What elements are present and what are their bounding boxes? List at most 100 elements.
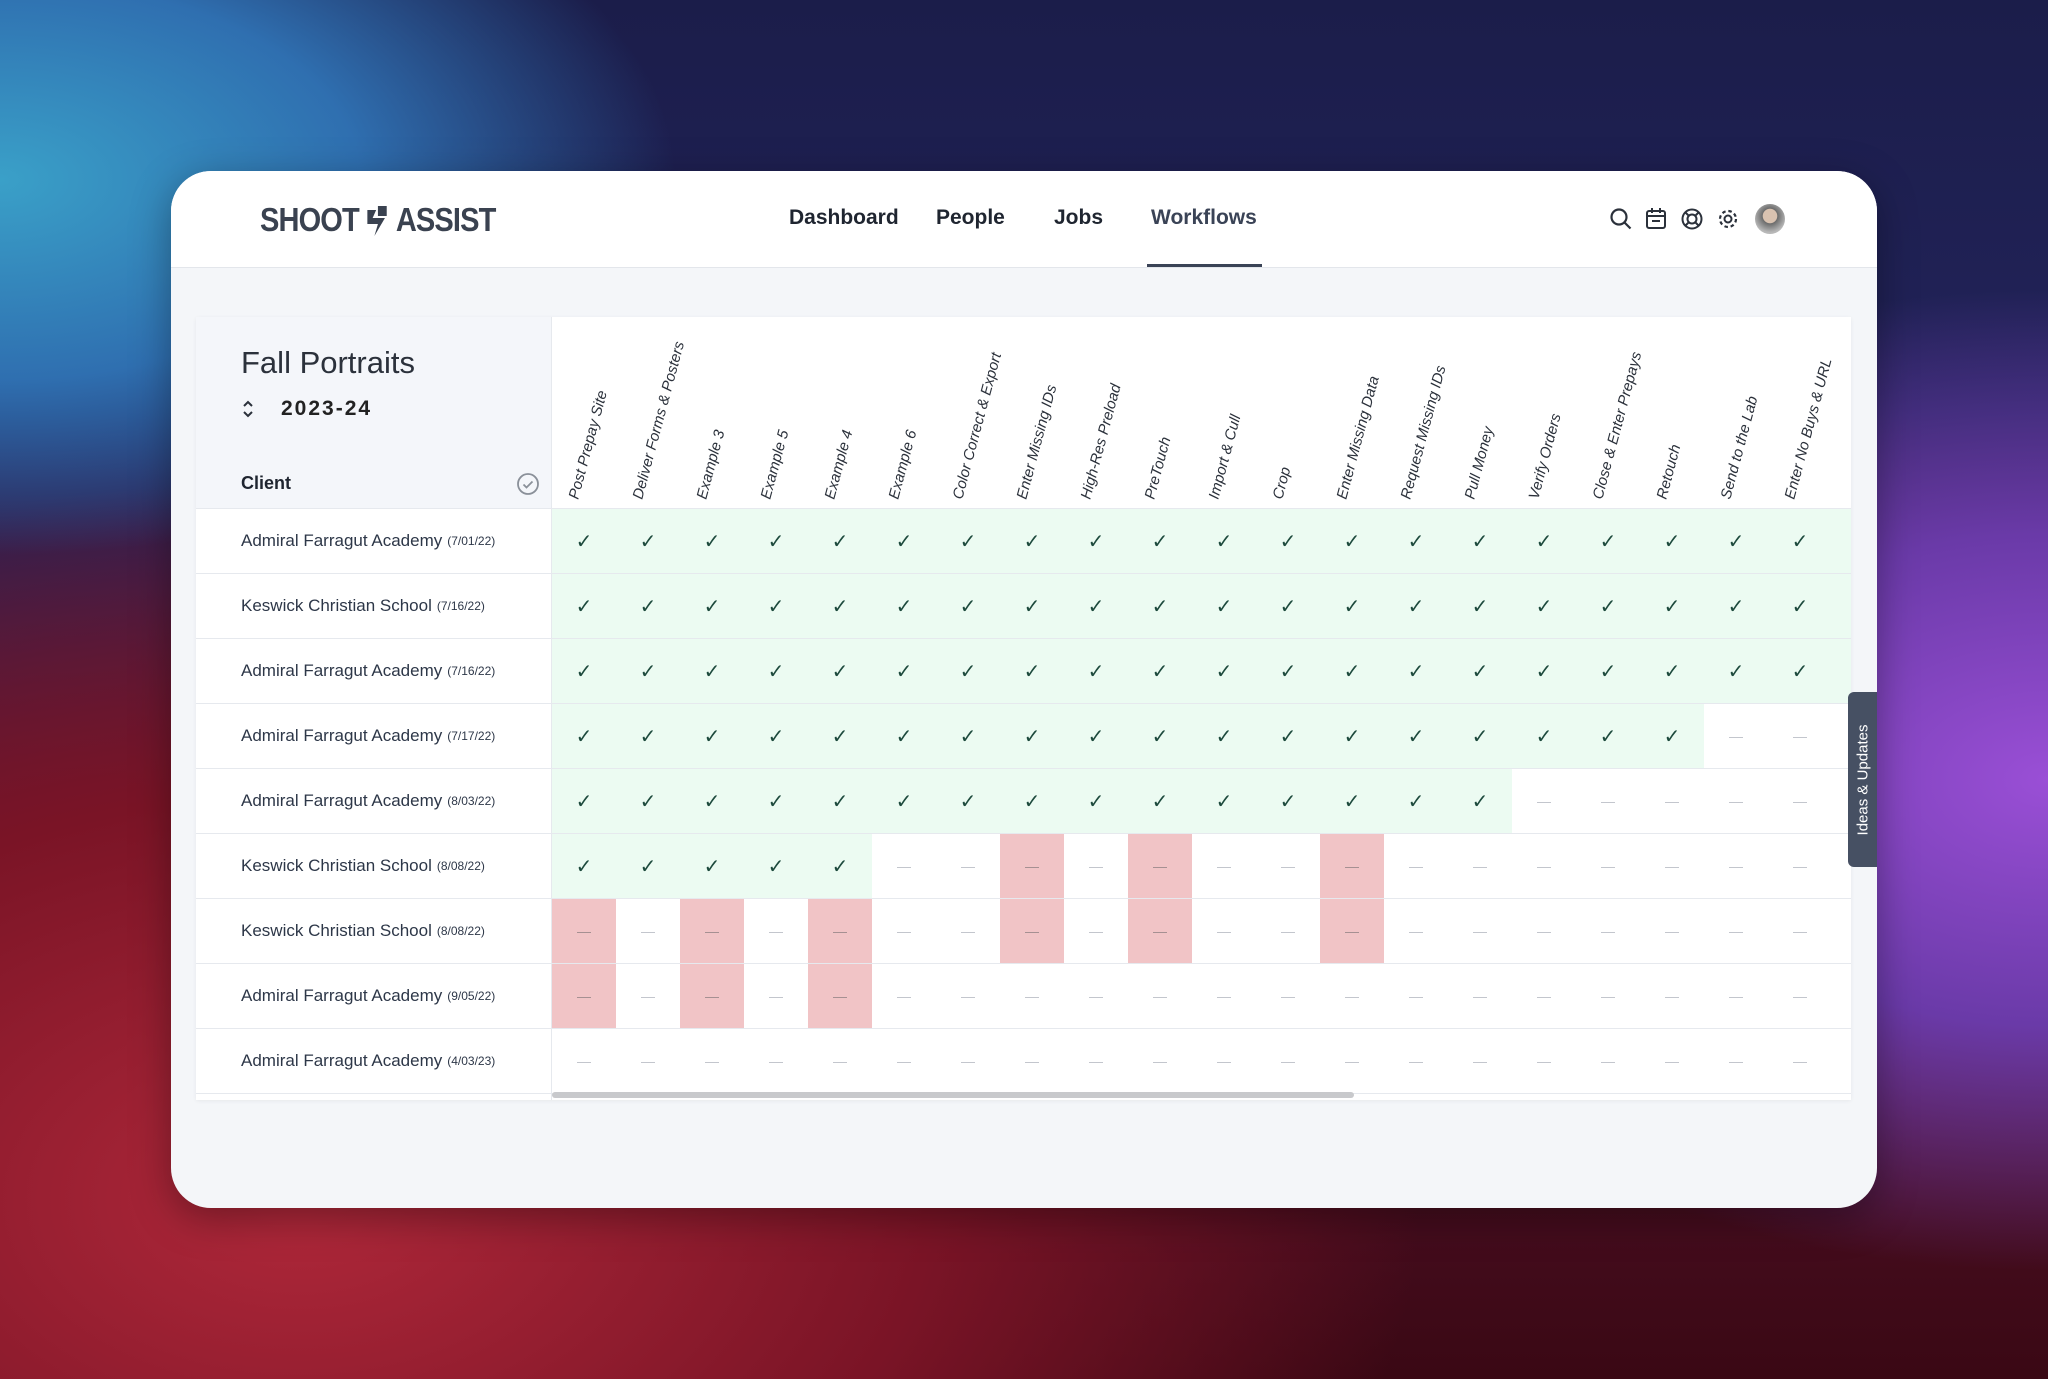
task-cell-check[interactable]: ✓ — [1320, 639, 1384, 704]
column-header[interactable]: Post Prepay Site — [552, 317, 616, 509]
task-cell-check[interactable]: ✓ — [1320, 574, 1384, 639]
table-row-client[interactable]: Admiral Farragut Academy (7/17/22) — [196, 704, 551, 769]
task-cell-none[interactable]: — — [1640, 1029, 1704, 1094]
task-cell-check[interactable]: ✓ — [1192, 704, 1256, 769]
column-header[interactable]: Send to the Lab — [1704, 317, 1768, 509]
task-cell-overdue[interactable]: — — [1320, 834, 1384, 899]
help-lifebuoy-icon[interactable] — [1679, 206, 1705, 232]
task-cell-none[interactable]: — — [1256, 834, 1320, 899]
column-header[interactable]: Example 3 — [680, 317, 744, 509]
task-cell-check[interactable]: ✓ — [1640, 639, 1704, 704]
task-cell-check[interactable]: ✓ — [1448, 769, 1512, 834]
task-cell-none[interactable]: — — [1256, 964, 1320, 1029]
task-cell-check[interactable]: ✓ — [936, 769, 1000, 834]
avatar[interactable] — [1755, 204, 1785, 234]
ideas-updates-tab[interactable]: Ideas & Updates — [1848, 692, 1877, 867]
table-row-client[interactable]: Admiral Farragut Academy (4/03/23) — [196, 1029, 551, 1094]
task-cell-check[interactable]: ✓ — [616, 834, 680, 899]
task-cell-none[interactable]: — — [936, 834, 1000, 899]
task-cell-none[interactable]: — — [1704, 899, 1768, 964]
task-cell-check[interactable]: ✓ — [1384, 704, 1448, 769]
task-cell-check[interactable]: ✓ — [1128, 574, 1192, 639]
task-cell-check[interactable]: ✓ — [1640, 574, 1704, 639]
task-cell-none[interactable]: — — [1256, 1029, 1320, 1094]
task-cell-check[interactable]: ✓ — [1448, 639, 1512, 704]
task-cell-check[interactable]: ✓ — [808, 574, 872, 639]
task-cell-overdue[interactable]: — — [1128, 834, 1192, 899]
task-cell-none[interactable]: — — [872, 899, 936, 964]
task-cell-check[interactable]: ✓ — [808, 704, 872, 769]
task-cell-check[interactable]: ✓ — [1704, 574, 1768, 639]
task-cell-check[interactable]: ✓ — [1768, 509, 1832, 574]
task-cell-none[interactable]: — — [1064, 834, 1128, 899]
task-cell-none[interactable]: — — [1448, 899, 1512, 964]
task-cell-check[interactable]: ✓ — [1704, 509, 1768, 574]
task-cell-check[interactable]: ✓ — [680, 639, 744, 704]
column-header[interactable]: Import & Cull — [1192, 317, 1256, 509]
select-all-check-icon[interactable] — [516, 472, 540, 496]
task-cell-check[interactable]: ✓ — [1000, 704, 1064, 769]
task-cell-none[interactable]: — — [1512, 1029, 1576, 1094]
task-cell-none[interactable]: — — [616, 1029, 680, 1094]
task-cell-none[interactable]: — — [1000, 964, 1064, 1029]
task-cell-none[interactable]: — — [1704, 769, 1768, 834]
task-cell-none[interactable]: — — [1640, 834, 1704, 899]
task-cell-check[interactable]: ✓ — [1576, 639, 1640, 704]
table-row-client[interactable]: Admiral Farragut Academy (7/16/22) — [196, 639, 551, 704]
task-cell-none[interactable]: — — [936, 1029, 1000, 1094]
task-cell-none[interactable]: — — [1640, 964, 1704, 1029]
task-cell-none[interactable]: — — [1192, 1029, 1256, 1094]
task-cell-check[interactable]: ✓ — [552, 574, 616, 639]
table-row-client[interactable]: Admiral Farragut Academy (7/01/22) — [196, 509, 551, 574]
task-cell-check[interactable]: ✓ — [1000, 509, 1064, 574]
task-cell-none[interactable]: — — [872, 834, 936, 899]
task-cell-check[interactable]: ✓ — [936, 639, 1000, 704]
task-cell-check[interactable]: ✓ — [1512, 704, 1576, 769]
task-cell-check[interactable]: ✓ — [1768, 639, 1832, 704]
task-cell-check[interactable]: ✓ — [744, 704, 808, 769]
table-row-client[interactable]: Keswick Christian School (8/08/22) — [196, 834, 551, 899]
task-cell-none[interactable]: — — [1448, 964, 1512, 1029]
task-cell-check[interactable]: ✓ — [1192, 574, 1256, 639]
task-cell-check[interactable]: ✓ — [1128, 704, 1192, 769]
column-header[interactable]: Example 5 — [744, 317, 808, 509]
column-header[interactable]: Deliver Forms & Posters — [616, 317, 688, 509]
task-cell-none[interactable]: — — [1768, 1029, 1832, 1094]
task-cell-check[interactable]: ✓ — [1192, 769, 1256, 834]
task-cell-check[interactable]: ✓ — [808, 769, 872, 834]
column-header[interactable]: Crop — [1256, 317, 1320, 509]
task-cell-none[interactable]: — — [1704, 1029, 1768, 1094]
column-header[interactable]: Example 6 — [872, 317, 936, 509]
task-cell-overdue[interactable]: — — [1320, 899, 1384, 964]
task-cell-none[interactable]: — — [872, 1029, 936, 1094]
column-header[interactable]: Enter No Buys & URL — [1768, 317, 1836, 509]
task-cell-none[interactable]: — — [744, 964, 808, 1029]
task-cell-check[interactable]: ✓ — [808, 639, 872, 704]
task-cell-check[interactable]: ✓ — [808, 834, 872, 899]
task-cell-check[interactable]: ✓ — [872, 509, 936, 574]
task-cell-check[interactable]: ✓ — [1320, 704, 1384, 769]
column-header[interactable]: Close & Enter Prepays — [1576, 317, 1646, 509]
task-cell-check[interactable]: ✓ — [744, 509, 808, 574]
task-cell-check[interactable]: ✓ — [552, 704, 616, 769]
task-cell-check[interactable]: ✓ — [616, 639, 680, 704]
task-cell-check[interactable]: ✓ — [1256, 574, 1320, 639]
task-cell-check[interactable]: ✓ — [1256, 769, 1320, 834]
task-cell-none[interactable]: — — [680, 1029, 744, 1094]
task-cell-none[interactable]: — — [1768, 704, 1832, 769]
task-cell-check[interactable]: ✓ — [1128, 769, 1192, 834]
task-cell-none[interactable]: — — [616, 899, 680, 964]
table-row-client[interactable]: Keswick Christian School (7/16/22) — [196, 574, 551, 639]
task-cell-check[interactable]: ✓ — [1192, 639, 1256, 704]
task-cell-check[interactable]: ✓ — [1128, 639, 1192, 704]
task-cell-check[interactable]: ✓ — [872, 769, 936, 834]
task-cell-check[interactable]: ✓ — [1640, 509, 1704, 574]
task-cell-none[interactable]: — — [1448, 1029, 1512, 1094]
task-cell-none[interactable]: — — [1832, 834, 1851, 899]
column-header[interactable]: Example 4 — [808, 317, 872, 509]
task-cell-none[interactable]: — — [1512, 834, 1576, 899]
task-cell-check[interactable]: ✓ — [808, 509, 872, 574]
task-cell-none[interactable]: — — [1704, 704, 1768, 769]
task-cell-check[interactable]: ✓ — [1064, 769, 1128, 834]
column-header[interactable]: Request Missing IDs — [1384, 317, 1450, 509]
